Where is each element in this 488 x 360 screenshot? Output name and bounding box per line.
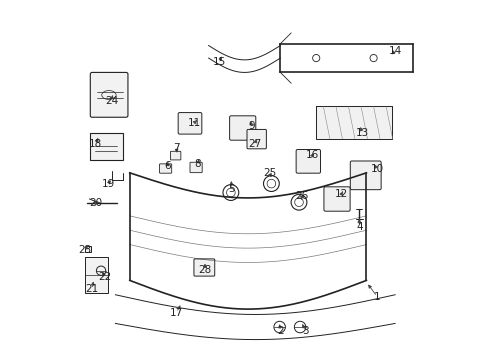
Text: 28: 28: [198, 265, 211, 275]
FancyBboxPatch shape: [90, 72, 128, 117]
FancyBboxPatch shape: [323, 187, 349, 211]
Text: 17: 17: [169, 308, 183, 318]
FancyBboxPatch shape: [246, 130, 266, 149]
FancyBboxPatch shape: [190, 162, 202, 173]
Text: 5: 5: [228, 184, 235, 194]
Text: 25: 25: [263, 168, 276, 178]
Text: 8: 8: [194, 159, 201, 169]
Text: 10: 10: [370, 164, 383, 174]
Text: 1: 1: [373, 292, 380, 302]
FancyBboxPatch shape: [296, 149, 320, 173]
Text: 22: 22: [98, 272, 111, 282]
Text: 13: 13: [355, 129, 369, 138]
Text: 24: 24: [105, 96, 118, 106]
Text: 3: 3: [302, 326, 308, 336]
Text: 15: 15: [212, 57, 225, 67]
FancyBboxPatch shape: [229, 116, 255, 140]
FancyBboxPatch shape: [349, 161, 380, 190]
FancyBboxPatch shape: [194, 259, 214, 276]
FancyBboxPatch shape: [159, 164, 171, 173]
FancyBboxPatch shape: [178, 113, 202, 134]
FancyBboxPatch shape: [90, 134, 122, 160]
Text: 23: 23: [78, 245, 91, 255]
Text: 4: 4: [355, 222, 362, 231]
FancyBboxPatch shape: [170, 151, 181, 160]
Text: 11: 11: [187, 118, 201, 128]
Text: 19: 19: [102, 179, 115, 189]
Text: 2: 2: [277, 326, 283, 336]
Text: 12: 12: [334, 189, 347, 199]
Text: 26: 26: [295, 191, 308, 201]
Bar: [85, 257, 108, 293]
Text: 18: 18: [89, 139, 102, 149]
Polygon shape: [316, 107, 391, 139]
Text: 21: 21: [85, 284, 99, 294]
Text: 14: 14: [387, 46, 401, 56]
Text: 7: 7: [173, 143, 179, 153]
Text: 16: 16: [305, 150, 319, 160]
Text: 9: 9: [248, 121, 254, 131]
Text: 20: 20: [89, 198, 102, 208]
Text: 27: 27: [248, 139, 262, 149]
Text: 6: 6: [164, 161, 170, 171]
